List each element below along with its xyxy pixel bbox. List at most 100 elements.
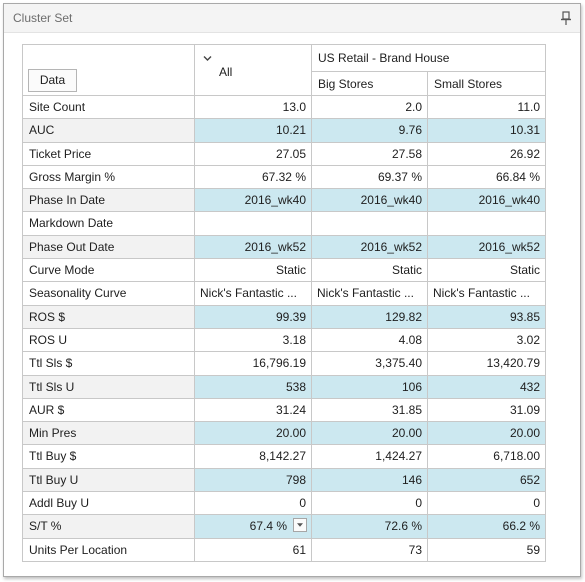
small-stores-label: Small Stores xyxy=(434,77,503,91)
table-cell[interactable]: 73 xyxy=(312,538,428,561)
row-label: ROS $ xyxy=(23,305,195,328)
all-column-header[interactable]: All xyxy=(195,45,312,95)
table-cell[interactable]: Nick's Fantastic ... xyxy=(195,282,312,305)
table-cell[interactable]: 31.09 xyxy=(428,398,546,422)
table-cell[interactable]: 26.92 xyxy=(428,142,546,165)
table-cell[interactable]: 67.4 % xyxy=(195,515,312,538)
cell-value: 3,375.40 xyxy=(375,356,422,371)
table-cell[interactable]: 0 xyxy=(428,492,546,515)
table-cell[interactable]: 27.05 xyxy=(195,142,312,165)
row-label: Gross Margin % xyxy=(23,165,195,189)
table-cell[interactable]: 2016_wk52 xyxy=(195,235,312,259)
table-cell[interactable]: 798 xyxy=(195,468,312,492)
table-cell[interactable]: 10.21 xyxy=(195,119,312,142)
table-cell[interactable]: 20.00 xyxy=(428,422,546,445)
table-cell[interactable]: 538 xyxy=(195,375,312,398)
table-cell[interactable]: Static xyxy=(428,259,546,282)
dropdown-arrow-icon[interactable] xyxy=(293,518,307,533)
row-label: ROS U xyxy=(23,328,195,352)
table-row: Ttl Buy U 798 146 652 xyxy=(23,468,546,493)
all-column-label: All xyxy=(219,65,233,79)
cell-value: Nick's Fantastic ... xyxy=(200,286,297,301)
cell-value: 2016_wk52 xyxy=(478,239,540,254)
table-cell[interactable]: 13,420.79 xyxy=(428,352,546,375)
table-row: Units Per Location 61 73 59 xyxy=(23,538,546,562)
table-cell[interactable]: 16,796.19 xyxy=(195,352,312,375)
table-cell[interactable]: 69.37 % xyxy=(312,165,428,189)
table-cell[interactable]: 2016_wk52 xyxy=(428,235,546,259)
table-cell[interactable]: 11.0 xyxy=(428,96,546,119)
cell-value: 67.4 % xyxy=(249,519,287,534)
table-cell[interactable]: 2016_wk40 xyxy=(312,189,428,212)
table-cell[interactable]: 61 xyxy=(195,538,312,561)
cell-value: 6,718.00 xyxy=(493,449,540,464)
table-cell[interactable]: Nick's Fantastic ... xyxy=(428,282,546,305)
chevron-down-icon[interactable] xyxy=(203,55,212,62)
table-cell[interactable] xyxy=(195,212,312,235)
cell-value: 11.0 xyxy=(517,100,540,114)
table-cell[interactable]: 67.32 % xyxy=(195,165,312,189)
cell-value: 31.09 xyxy=(509,402,540,417)
pin-icon[interactable] xyxy=(561,11,571,25)
table-cell[interactable]: 9.76 xyxy=(312,119,428,142)
cell-value: 129.82 xyxy=(385,309,422,324)
table-cell[interactable] xyxy=(428,212,546,235)
table-cell[interactable]: 13.0 xyxy=(195,96,312,119)
table-cell[interactable]: 66.84 % xyxy=(428,165,546,189)
data-field-button[interactable]: Data xyxy=(28,69,77,92)
table-cell[interactable]: 1,424.27 xyxy=(312,445,428,468)
table-cell[interactable]: 146 xyxy=(312,468,428,492)
table-cell[interactable]: 59 xyxy=(428,538,546,561)
cell-value: 66.2 % xyxy=(502,519,540,534)
table-cell[interactable]: 2016_wk40 xyxy=(428,189,546,212)
table-cell[interactable]: 2016_wk52 xyxy=(312,235,428,259)
table-cell[interactable]: 10.31 xyxy=(428,119,546,142)
cell-value: 13,420.79 xyxy=(486,356,540,371)
table-cell[interactable]: 3.18 xyxy=(195,328,312,352)
table-cell[interactable]: 2.0 xyxy=(312,96,428,119)
group-column-header[interactable]: US Retail - Brand House xyxy=(312,45,546,72)
cell-value: 0 xyxy=(299,496,306,511)
row-label: Markdown Date xyxy=(23,212,195,235)
table-cell[interactable]: 2016_wk40 xyxy=(195,189,312,212)
row-label: AUR $ xyxy=(23,398,195,422)
table-cell[interactable]: 93.85 xyxy=(428,305,546,328)
cell-value: 3.18 xyxy=(282,332,306,347)
table-cell[interactable]: 4.08 xyxy=(312,328,428,352)
group-column-label: US Retail - Brand House xyxy=(318,51,450,65)
table-cell[interactable]: 20.00 xyxy=(312,422,428,445)
table-cell[interactable]: 3.02 xyxy=(428,328,546,352)
cell-value: Nick's Fantastic ... xyxy=(433,286,530,301)
small-stores-column-header[interactable]: Small Stores xyxy=(428,72,546,95)
table-cell[interactable] xyxy=(312,212,428,235)
big-stores-column-header[interactable]: Big Stores xyxy=(312,72,428,95)
row-label: Ttl Buy $ xyxy=(23,445,195,468)
data-header-cell: Data xyxy=(23,45,195,95)
table-cell[interactable]: 8,142.27 xyxy=(195,445,312,468)
table-cell[interactable]: 0 xyxy=(195,492,312,515)
table-cell[interactable]: 31.24 xyxy=(195,398,312,422)
table-cell[interactable]: 652 xyxy=(428,468,546,492)
row-label: Ttl Sls U xyxy=(23,375,195,398)
table-cell[interactable]: 129.82 xyxy=(312,305,428,328)
table-cell[interactable]: 31.85 xyxy=(312,398,428,422)
table-cell[interactable]: Nick's Fantastic ... xyxy=(312,282,428,305)
table-cell[interactable]: 6,718.00 xyxy=(428,445,546,468)
table-cell[interactable]: 72.6 % xyxy=(312,515,428,538)
table-cell[interactable]: 3,375.40 xyxy=(312,352,428,375)
table-cell[interactable]: 0 xyxy=(312,492,428,515)
table-cell[interactable]: 106 xyxy=(312,375,428,398)
table-cell[interactable]: 20.00 xyxy=(195,422,312,445)
table-cell[interactable]: Static xyxy=(312,259,428,282)
table-cell[interactable]: 99.39 xyxy=(195,305,312,328)
table-cell[interactable]: 66.2 % xyxy=(428,515,546,538)
cell-value: 146 xyxy=(401,472,422,487)
table-cell[interactable]: 432 xyxy=(428,375,546,398)
row-label: Curve Mode xyxy=(23,259,195,282)
table-row: Ttl Sls U 538 106 432 xyxy=(23,375,546,399)
cell-value: Static xyxy=(275,263,306,278)
cluster-set-panel: Cluster Set Data All US Retail - Brand H… xyxy=(3,3,581,577)
table-cell[interactable]: Static xyxy=(195,259,312,282)
table-cell[interactable]: 27.58 xyxy=(312,142,428,165)
grid-body: Site Count 13.0 2.0 11.0 AUC 10.21 9.76 10.31 Ti… xyxy=(23,96,546,562)
